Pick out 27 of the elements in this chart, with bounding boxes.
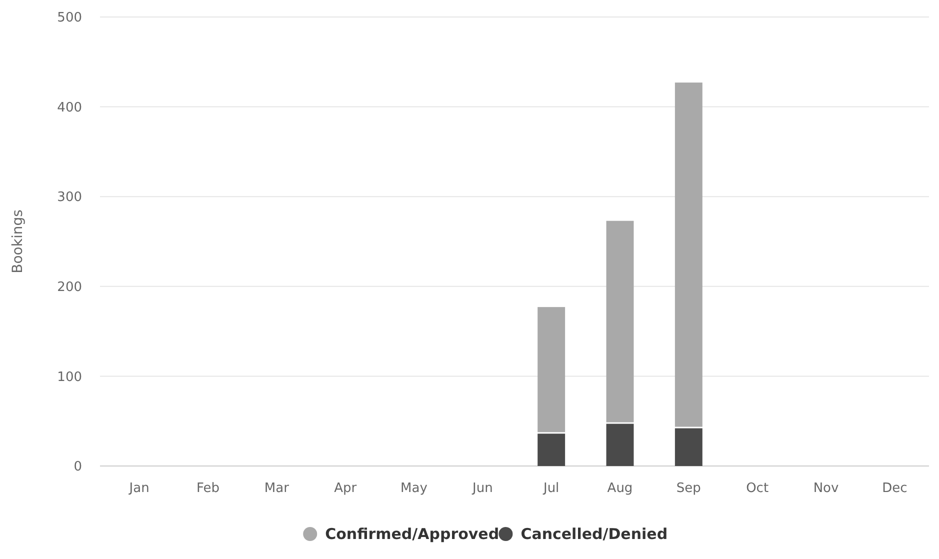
y-tick-label: 100	[57, 370, 82, 385]
x-tick-label: Jul	[542, 481, 560, 496]
y-tick-label: 0	[74, 460, 82, 475]
bar	[674, 82, 702, 427]
bar	[674, 428, 702, 466]
x-tick-label: Mar	[264, 481, 290, 496]
y-tick-label: 300	[57, 190, 82, 206]
x-tick-label: Dec	[882, 481, 908, 496]
x-tick-label: Aug	[607, 481, 633, 496]
x-tick-label: Oct	[746, 481, 769, 496]
x-tick-label: Apr	[334, 481, 358, 496]
y-tick-label: 200	[57, 280, 82, 295]
x-tick-label: Nov	[813, 481, 839, 496]
bar	[538, 307, 566, 432]
x-tick-label: Jun	[472, 481, 493, 496]
x-tick-label: Sep	[676, 481, 701, 496]
x-tick-label: Jan	[128, 481, 150, 496]
bar	[606, 220, 634, 422]
y-tick-label: 400	[57, 100, 82, 116]
y-tick-label: 500	[57, 10, 82, 26]
y-axis-title: Bookings	[10, 210, 26, 274]
x-tick-label: May	[400, 481, 428, 496]
legend-label: Cancelled/Denied	[520, 525, 668, 543]
bar	[606, 424, 634, 466]
x-tick-label: Feb	[196, 481, 220, 496]
legend-label: Confirmed/Approved	[325, 525, 500, 543]
bar	[538, 434, 566, 466]
